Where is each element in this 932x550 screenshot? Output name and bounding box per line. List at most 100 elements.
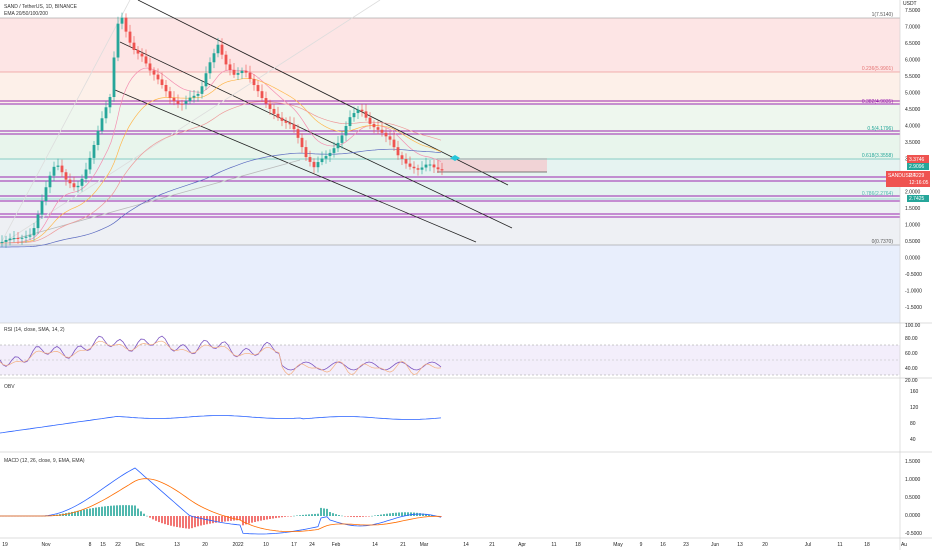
macd-bar bbox=[401, 512, 403, 516]
macd-bar bbox=[260, 516, 262, 521]
macd-bar bbox=[188, 516, 190, 529]
macd-bar bbox=[419, 513, 421, 516]
macd-bar bbox=[137, 508, 139, 516]
ema-line bbox=[0, 148, 442, 248]
candle-body bbox=[272, 108, 276, 114]
macd-bar bbox=[356, 516, 358, 518]
candle-body bbox=[228, 64, 232, 70]
price-axis-label: 4.0000 bbox=[905, 124, 921, 130]
macd-bar bbox=[200, 516, 202, 526]
candle-body bbox=[304, 147, 308, 158]
fib-zone-0786-0 bbox=[0, 199, 900, 245]
candle-body bbox=[168, 91, 172, 98]
macd-bar bbox=[278, 516, 280, 518]
candlesticks bbox=[0, 12, 444, 248]
candle-body bbox=[68, 179, 72, 184]
macd-bar bbox=[230, 516, 232, 521]
macd-bar bbox=[143, 513, 145, 516]
macd-bar bbox=[218, 516, 220, 523]
candle-body bbox=[104, 107, 108, 119]
macd-bar bbox=[311, 514, 313, 516]
macd-bar bbox=[80, 510, 82, 516]
price-axis[interactable]: USDT 7.5000 7.0000 6.5000 6.0000 5.5000 5.000… bbox=[886, 0, 930, 550]
fib-label: 0(0.7370) bbox=[872, 239, 894, 245]
candle-body bbox=[184, 101, 188, 104]
macd-bar bbox=[170, 516, 172, 526]
macd-bar bbox=[377, 515, 379, 516]
ema-line bbox=[0, 101, 442, 244]
time-axis[interactable]: 19 Nov 8 15 22 Dec 13 20 2022 10 17 24 Feb 14 21 Mar 14 2… bbox=[2, 542, 907, 548]
candle-body bbox=[268, 103, 272, 109]
macd-bar bbox=[338, 514, 340, 516]
macd-bar bbox=[167, 516, 169, 526]
candle-body bbox=[252, 78, 256, 86]
signal-line bbox=[0, 478, 442, 532]
macd-bar bbox=[299, 515, 301, 516]
macd-bar bbox=[254, 516, 256, 522]
level-badge bbox=[907, 195, 929, 202]
macd-bar bbox=[359, 516, 361, 517]
candle-body bbox=[16, 237, 20, 239]
candle-body bbox=[248, 72, 252, 79]
fib-label: 0.236(5.9901) bbox=[862, 66, 893, 72]
time-axis-label: 18 bbox=[864, 542, 870, 548]
obv-axis-label: 40 bbox=[910, 437, 916, 443]
obv-pane[interactable]: OBV 160 120 80 40 bbox=[0, 384, 919, 443]
time-axis-label: May bbox=[613, 542, 623, 548]
candle-body bbox=[296, 129, 300, 138]
candle-body bbox=[64, 172, 68, 180]
rsi-line bbox=[0, 335, 442, 371]
candle-body bbox=[324, 156, 328, 159]
last-price-value: 2.4229 bbox=[909, 173, 925, 179]
time-axis-label: 20 bbox=[762, 542, 768, 548]
rsi-title: RSI (14, close, SMA, 14, 2) bbox=[4, 327, 65, 333]
macd-bar bbox=[212, 516, 214, 524]
macd-bar bbox=[425, 513, 427, 516]
macd-bar bbox=[116, 505, 118, 516]
candle-body bbox=[428, 164, 432, 166]
macd-bar bbox=[125, 505, 127, 516]
rsi-axis-label: 60.00 bbox=[905, 351, 918, 357]
candle-body bbox=[188, 97, 192, 102]
time-axis-label: 19 bbox=[2, 542, 8, 548]
macd-bar bbox=[131, 505, 133, 516]
candle-body bbox=[388, 136, 392, 140]
macd-bar bbox=[86, 509, 88, 516]
candle-body bbox=[48, 175, 52, 188]
macd-bar bbox=[404, 512, 406, 516]
macd-bar bbox=[329, 512, 331, 516]
rsi-pane[interactable]: RSI (14, close, SMA, 14, 2) 100.00 80.00… bbox=[0, 323, 921, 384]
candle-body bbox=[80, 178, 84, 186]
price-axis-label: 5.5000 bbox=[905, 74, 921, 80]
macd-bar bbox=[251, 516, 253, 523]
candle-body bbox=[440, 169, 444, 171]
candle-body bbox=[144, 56, 148, 64]
candle-body bbox=[364, 111, 368, 118]
macd-axis-label: 0.5000 bbox=[905, 495, 921, 501]
macd-bar bbox=[305, 514, 307, 516]
candle-body bbox=[40, 201, 44, 215]
fib-label: 1(7.5140) bbox=[872, 12, 894, 18]
candle-body bbox=[124, 17, 128, 32]
rsi-axis-label: 100.00 bbox=[905, 323, 921, 329]
macd-bar bbox=[83, 509, 85, 516]
candle-body bbox=[60, 165, 64, 173]
macd-bar bbox=[407, 512, 409, 516]
candle-body bbox=[160, 79, 164, 85]
macd-bar bbox=[221, 516, 223, 522]
price-axis-label: 7.5000 bbox=[905, 8, 921, 14]
ema-line bbox=[0, 78, 442, 244]
candle-body bbox=[72, 183, 76, 188]
candle-body bbox=[416, 168, 420, 170]
fib-label: 0.618(3.3558) bbox=[862, 153, 893, 159]
candle-body bbox=[20, 237, 24, 239]
price-axis-label: -0.5000 bbox=[905, 272, 922, 278]
candle-body bbox=[356, 109, 360, 114]
macd-bar bbox=[68, 512, 70, 516]
price-axis-label: 7.0000 bbox=[905, 25, 921, 31]
macd-bar bbox=[239, 516, 241, 520]
candle-body bbox=[112, 57, 116, 98]
macd-pane[interactable]: MACD (12, 26, close, 9, EMA, EMA) 1.5000… bbox=[0, 458, 922, 537]
candle-body bbox=[432, 164, 436, 168]
